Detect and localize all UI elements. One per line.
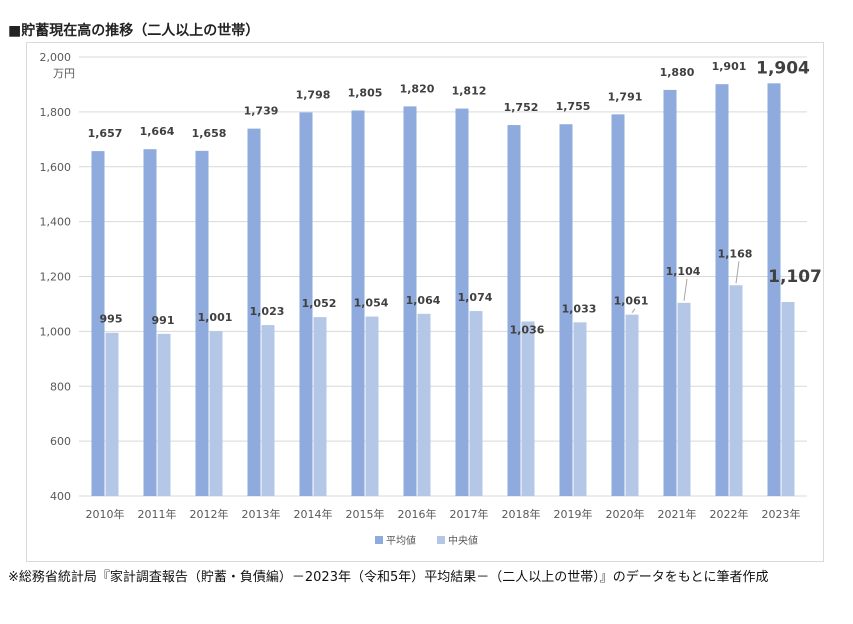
chart-area: 400 600 800 1,000 1,200 1,400 1,600 1,800 2,000 万… xyxy=(26,42,824,562)
data-label-median: 1,054 xyxy=(354,297,389,310)
y-tick-label: 800 xyxy=(50,380,71,393)
data-label-median: 1,001 xyxy=(198,311,233,324)
bar-median xyxy=(365,316,379,496)
bar-median xyxy=(261,325,275,496)
bar-median xyxy=(729,285,743,496)
data-label-average: 1,657 xyxy=(88,127,123,140)
legend-swatch-median xyxy=(437,536,445,544)
bar-average xyxy=(715,84,729,497)
bar-chart: 400 600 800 1,000 1,200 1,400 1,600 1,800 2,000 万… xyxy=(40,51,822,547)
data-label-median: 1,064 xyxy=(406,294,441,307)
x-tick-label: 2011年 xyxy=(138,507,177,521)
y-tick-label: 2,000 xyxy=(40,51,72,64)
legend-swatch-average xyxy=(375,536,383,544)
data-label-average: 1,664 xyxy=(140,125,175,138)
bar-average xyxy=(247,128,261,496)
data-label-median: 1,036 xyxy=(510,323,545,336)
data-label-median: 1,074 xyxy=(458,291,493,304)
y-tick-label: 1,800 xyxy=(40,106,72,119)
data-label-average: 1,901 xyxy=(712,60,747,73)
data-label-median: 1,107 xyxy=(768,267,822,287)
x-tick-label: 2017年 xyxy=(450,507,489,521)
x-tick-label: 2018年 xyxy=(502,507,541,521)
data-label-median: 1,052 xyxy=(302,297,337,310)
bar-average xyxy=(195,150,209,496)
data-label-average: 1,798 xyxy=(296,88,331,101)
bar-average xyxy=(507,125,521,497)
chart-title: ■貯蓄現在高の推移（二人以上の世帯） xyxy=(8,23,260,39)
data-label-average: 1,739 xyxy=(244,105,279,118)
data-label-average: 1,820 xyxy=(400,82,435,95)
data-label-median: 1,023 xyxy=(250,305,285,318)
bar-average xyxy=(559,124,573,497)
data-label-average: 1,904 xyxy=(756,58,810,78)
x-tick-label: 2022年 xyxy=(710,507,749,521)
legend-label-average: 平均値 xyxy=(386,534,416,547)
data-label-median: 995 xyxy=(100,313,123,326)
bar-median xyxy=(573,322,587,496)
x-tick-label: 2012年 xyxy=(190,507,229,521)
x-tick-label: 2013年 xyxy=(242,507,281,521)
leader-line xyxy=(683,278,688,301)
bar-average xyxy=(143,149,157,496)
bar-median xyxy=(625,314,639,496)
data-label-median: 1,033 xyxy=(562,302,597,315)
y-tick-label: 1,400 xyxy=(40,216,72,229)
bar-average xyxy=(403,106,417,496)
y-tick-label: 1,200 xyxy=(40,271,72,284)
bar-average xyxy=(299,112,313,496)
bar-average xyxy=(611,114,625,497)
y-tick-label: 600 xyxy=(50,435,71,448)
x-tick-label: 2010年 xyxy=(86,507,125,521)
bar-median xyxy=(313,317,327,496)
x-tick-label: 2015年 xyxy=(346,507,385,521)
y-tick-label: 1,000 xyxy=(40,325,72,338)
x-tick-label: 2016年 xyxy=(398,507,437,521)
bar-average xyxy=(351,110,365,497)
data-label-average: 1,658 xyxy=(192,127,227,140)
bar-average xyxy=(663,89,677,497)
x-tick-label: 2020年 xyxy=(606,507,645,521)
x-tick-label: 2021年 xyxy=(658,507,697,521)
y-tick-label: 1,600 xyxy=(40,161,72,174)
bar-median xyxy=(157,333,171,496)
bar-average xyxy=(91,151,105,496)
data-label-average: 1,752 xyxy=(504,101,539,114)
x-tick-label: 2014年 xyxy=(294,507,333,521)
leader-line xyxy=(735,261,740,284)
bar-average xyxy=(767,83,781,496)
data-label-average: 1,755 xyxy=(556,100,591,113)
legend-label-median: 中央値 xyxy=(448,534,478,547)
bar-median xyxy=(781,302,795,496)
bar-median xyxy=(417,313,431,496)
leader-line xyxy=(631,308,636,313)
bar-median xyxy=(469,311,483,496)
data-label-median: 1,061 xyxy=(614,295,649,308)
bar-average xyxy=(455,108,469,497)
data-label-average: 1,812 xyxy=(452,85,487,98)
data-label-median: 1,168 xyxy=(718,247,753,260)
bar-median xyxy=(105,332,119,496)
data-label-median: 1,104 xyxy=(666,265,701,278)
data-label-average: 1,791 xyxy=(608,90,643,103)
data-label-average: 1,880 xyxy=(660,66,695,79)
source-footnote: ※総務省統計局『家計調査報告（貯蓄・負債編）－2023年（令和5年）平均結果－（… xyxy=(8,570,769,585)
y-unit-label: 万円 xyxy=(53,67,75,80)
x-tick-label: 2023年 xyxy=(762,507,801,521)
bar-median xyxy=(677,302,691,496)
x-tick-label: 2019年 xyxy=(554,507,593,521)
data-label-average: 1,805 xyxy=(348,87,383,100)
data-label-median: 991 xyxy=(152,314,175,327)
bar-median xyxy=(521,321,535,496)
bar-median xyxy=(209,331,223,496)
y-tick-label: 400 xyxy=(50,490,71,503)
